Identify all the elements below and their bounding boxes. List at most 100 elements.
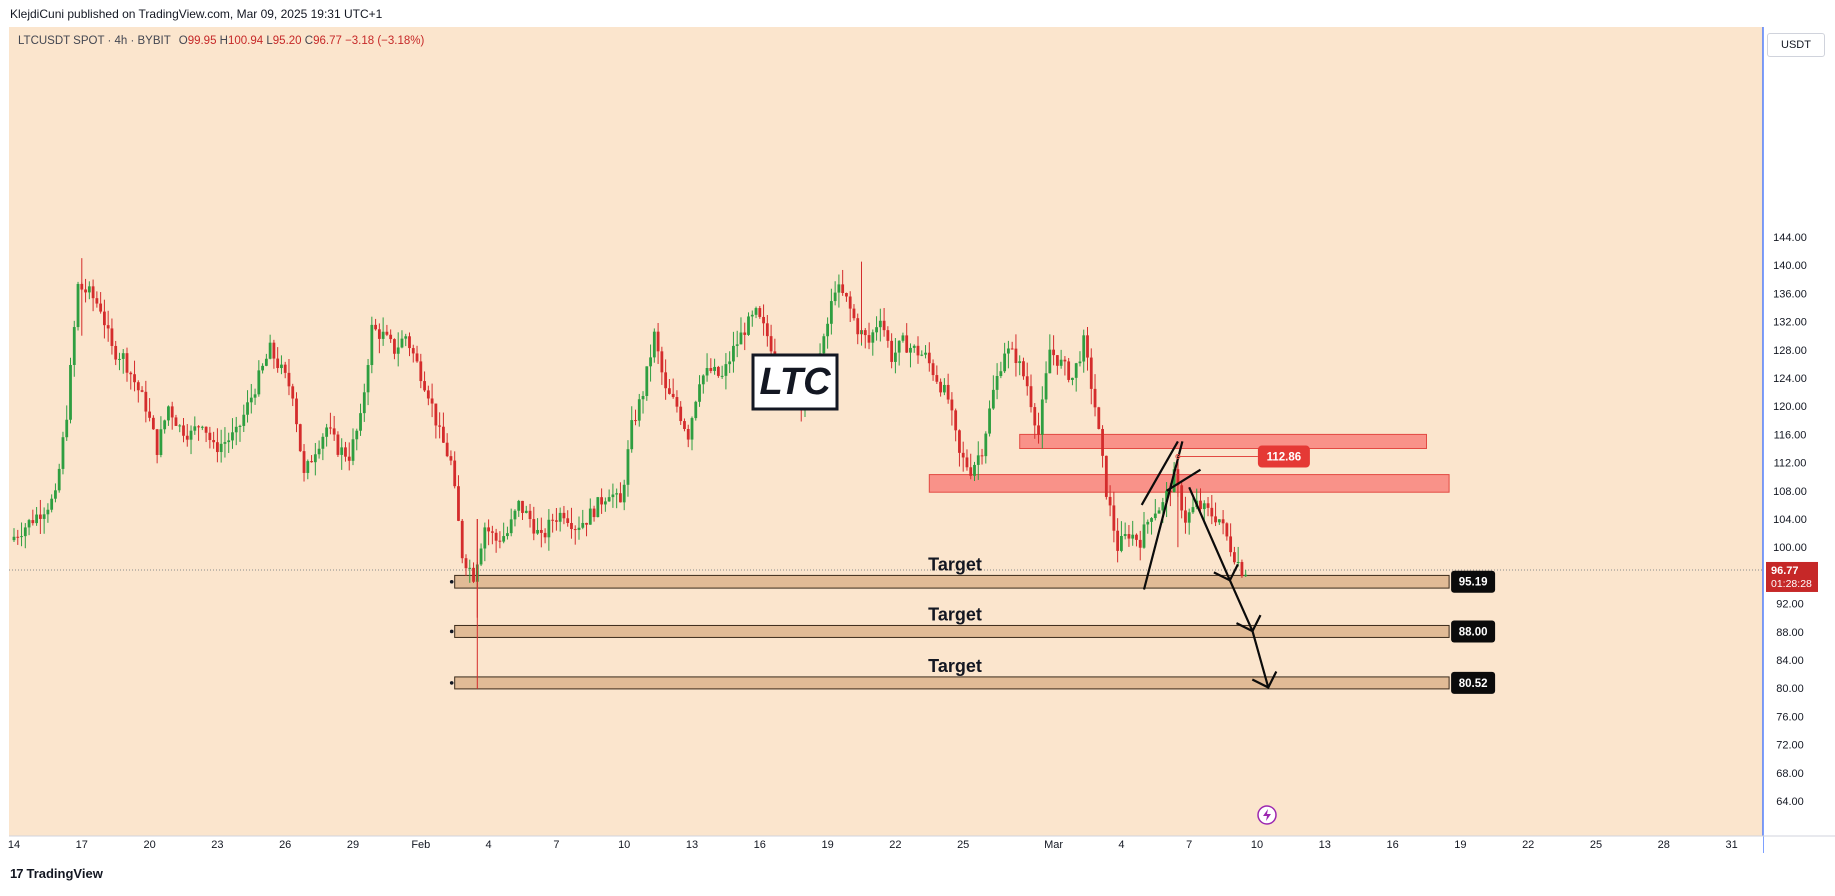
candle-body	[1025, 376, 1029, 387]
y-tick-label: 112.00	[1774, 458, 1807, 470]
candle-body	[841, 284, 845, 294]
candle-body	[313, 454, 317, 463]
target-zone-anchor	[449, 629, 454, 634]
candle-body	[1007, 348, 1010, 354]
candle-body	[148, 411, 151, 418]
candle-body	[524, 510, 528, 513]
candle-body	[110, 328, 114, 346]
candle-body	[1082, 335, 1086, 362]
candle-body	[42, 514, 46, 519]
candle-body	[1033, 407, 1037, 426]
candle-body	[566, 518, 570, 524]
target-value-text: 88.00	[1459, 626, 1488, 638]
candle-body	[829, 301, 833, 324]
time-axis-panel	[0, 836, 1763, 854]
candle-body	[878, 320, 882, 328]
candle-body	[212, 440, 216, 443]
candle-body	[310, 461, 313, 463]
candle-body	[336, 434, 340, 455]
candle-body	[189, 430, 193, 440]
symbol-legend: LTCUSDT SPOT · 4h · BYBIT O99.95 H100.94…	[18, 35, 424, 47]
candle-body	[377, 329, 381, 339]
candle-body	[419, 361, 423, 382]
candle-body	[344, 447, 347, 457]
candle-body	[246, 402, 249, 415]
target-zone	[454, 624, 1450, 638]
candle-body	[671, 393, 675, 398]
candle-body	[415, 353, 419, 362]
candle-body	[656, 331, 660, 352]
target-zone-anchor	[449, 579, 454, 584]
legend-change: −3.18 (−3.18%)	[345, 35, 425, 47]
candle-body	[1101, 428, 1104, 456]
candle-body	[227, 440, 231, 443]
candle-body	[449, 456, 453, 461]
target-label: Target	[928, 554, 982, 574]
currency-selector[interactable]: USDT	[1767, 33, 1825, 57]
candle-body	[1123, 534, 1127, 536]
candle-body	[973, 464, 976, 476]
target-value-badge	[1451, 570, 1496, 593]
candle-body	[585, 522, 588, 525]
tradingview-logo[interactable]: 17 TradingView	[10, 866, 103, 881]
candle-body	[38, 514, 42, 519]
candle-body	[705, 368, 709, 376]
y-tick-label: 68.00	[1776, 768, 1804, 780]
candle-body	[1202, 503, 1206, 510]
x-tick-label: 10	[1251, 839, 1263, 851]
x-tick-label: 25	[957, 839, 969, 851]
trend-line-upper	[1140, 440, 1179, 506]
candle-body	[140, 390, 144, 392]
lightning-glyph	[1263, 809, 1271, 821]
candle-body	[551, 519, 555, 521]
candle-body	[231, 432, 234, 441]
candle-body	[106, 325, 110, 329]
candle-body	[61, 437, 65, 469]
candle-body	[167, 406, 170, 421]
candle-body	[287, 372, 291, 387]
candle-body	[468, 567, 472, 569]
candle-body	[1052, 349, 1055, 356]
candle-body	[506, 533, 509, 537]
target-label: Target	[928, 604, 982, 624]
candle-body	[125, 353, 129, 373]
x-tick-label: 23	[211, 839, 223, 851]
trend-line-mid	[1166, 468, 1202, 492]
chart-title: LTC	[759, 361, 831, 403]
target-value-text: 95.19	[1459, 577, 1488, 589]
legend-high-label: H	[219, 35, 228, 47]
candle-body	[1236, 562, 1240, 564]
candle-body	[178, 425, 182, 427]
candle-body	[521, 500, 524, 513]
candle-body	[170, 406, 174, 418]
x-tick-label: 25	[1590, 839, 1602, 851]
y-tick-label: 76.00	[1776, 711, 1804, 723]
x-tick-label: 26	[279, 839, 291, 851]
candle-body	[99, 303, 103, 312]
candle-body	[69, 364, 72, 420]
candle-body	[1108, 496, 1112, 506]
candle-body	[185, 435, 189, 440]
candle-body	[129, 372, 133, 375]
candle-body	[668, 388, 671, 394]
x-tick-label: Mar	[1044, 839, 1063, 851]
candle-body	[374, 324, 377, 330]
candle-body	[634, 420, 637, 422]
x-tick-label: 17	[76, 839, 88, 851]
price-axis-panel	[1763, 27, 1835, 856]
candle-body	[1018, 361, 1022, 364]
candle-body	[389, 334, 393, 340]
arrow-head	[1213, 563, 1239, 582]
candle-body	[837, 284, 841, 293]
candle-body	[498, 540, 502, 542]
candle-body	[216, 442, 219, 453]
x-tick-label: 13	[686, 839, 698, 851]
candle-body	[1135, 534, 1138, 540]
candle-body	[404, 336, 408, 339]
candle-body	[822, 336, 826, 354]
candle-body	[1161, 502, 1165, 511]
candle-body	[652, 331, 656, 358]
candle-body	[200, 426, 204, 428]
